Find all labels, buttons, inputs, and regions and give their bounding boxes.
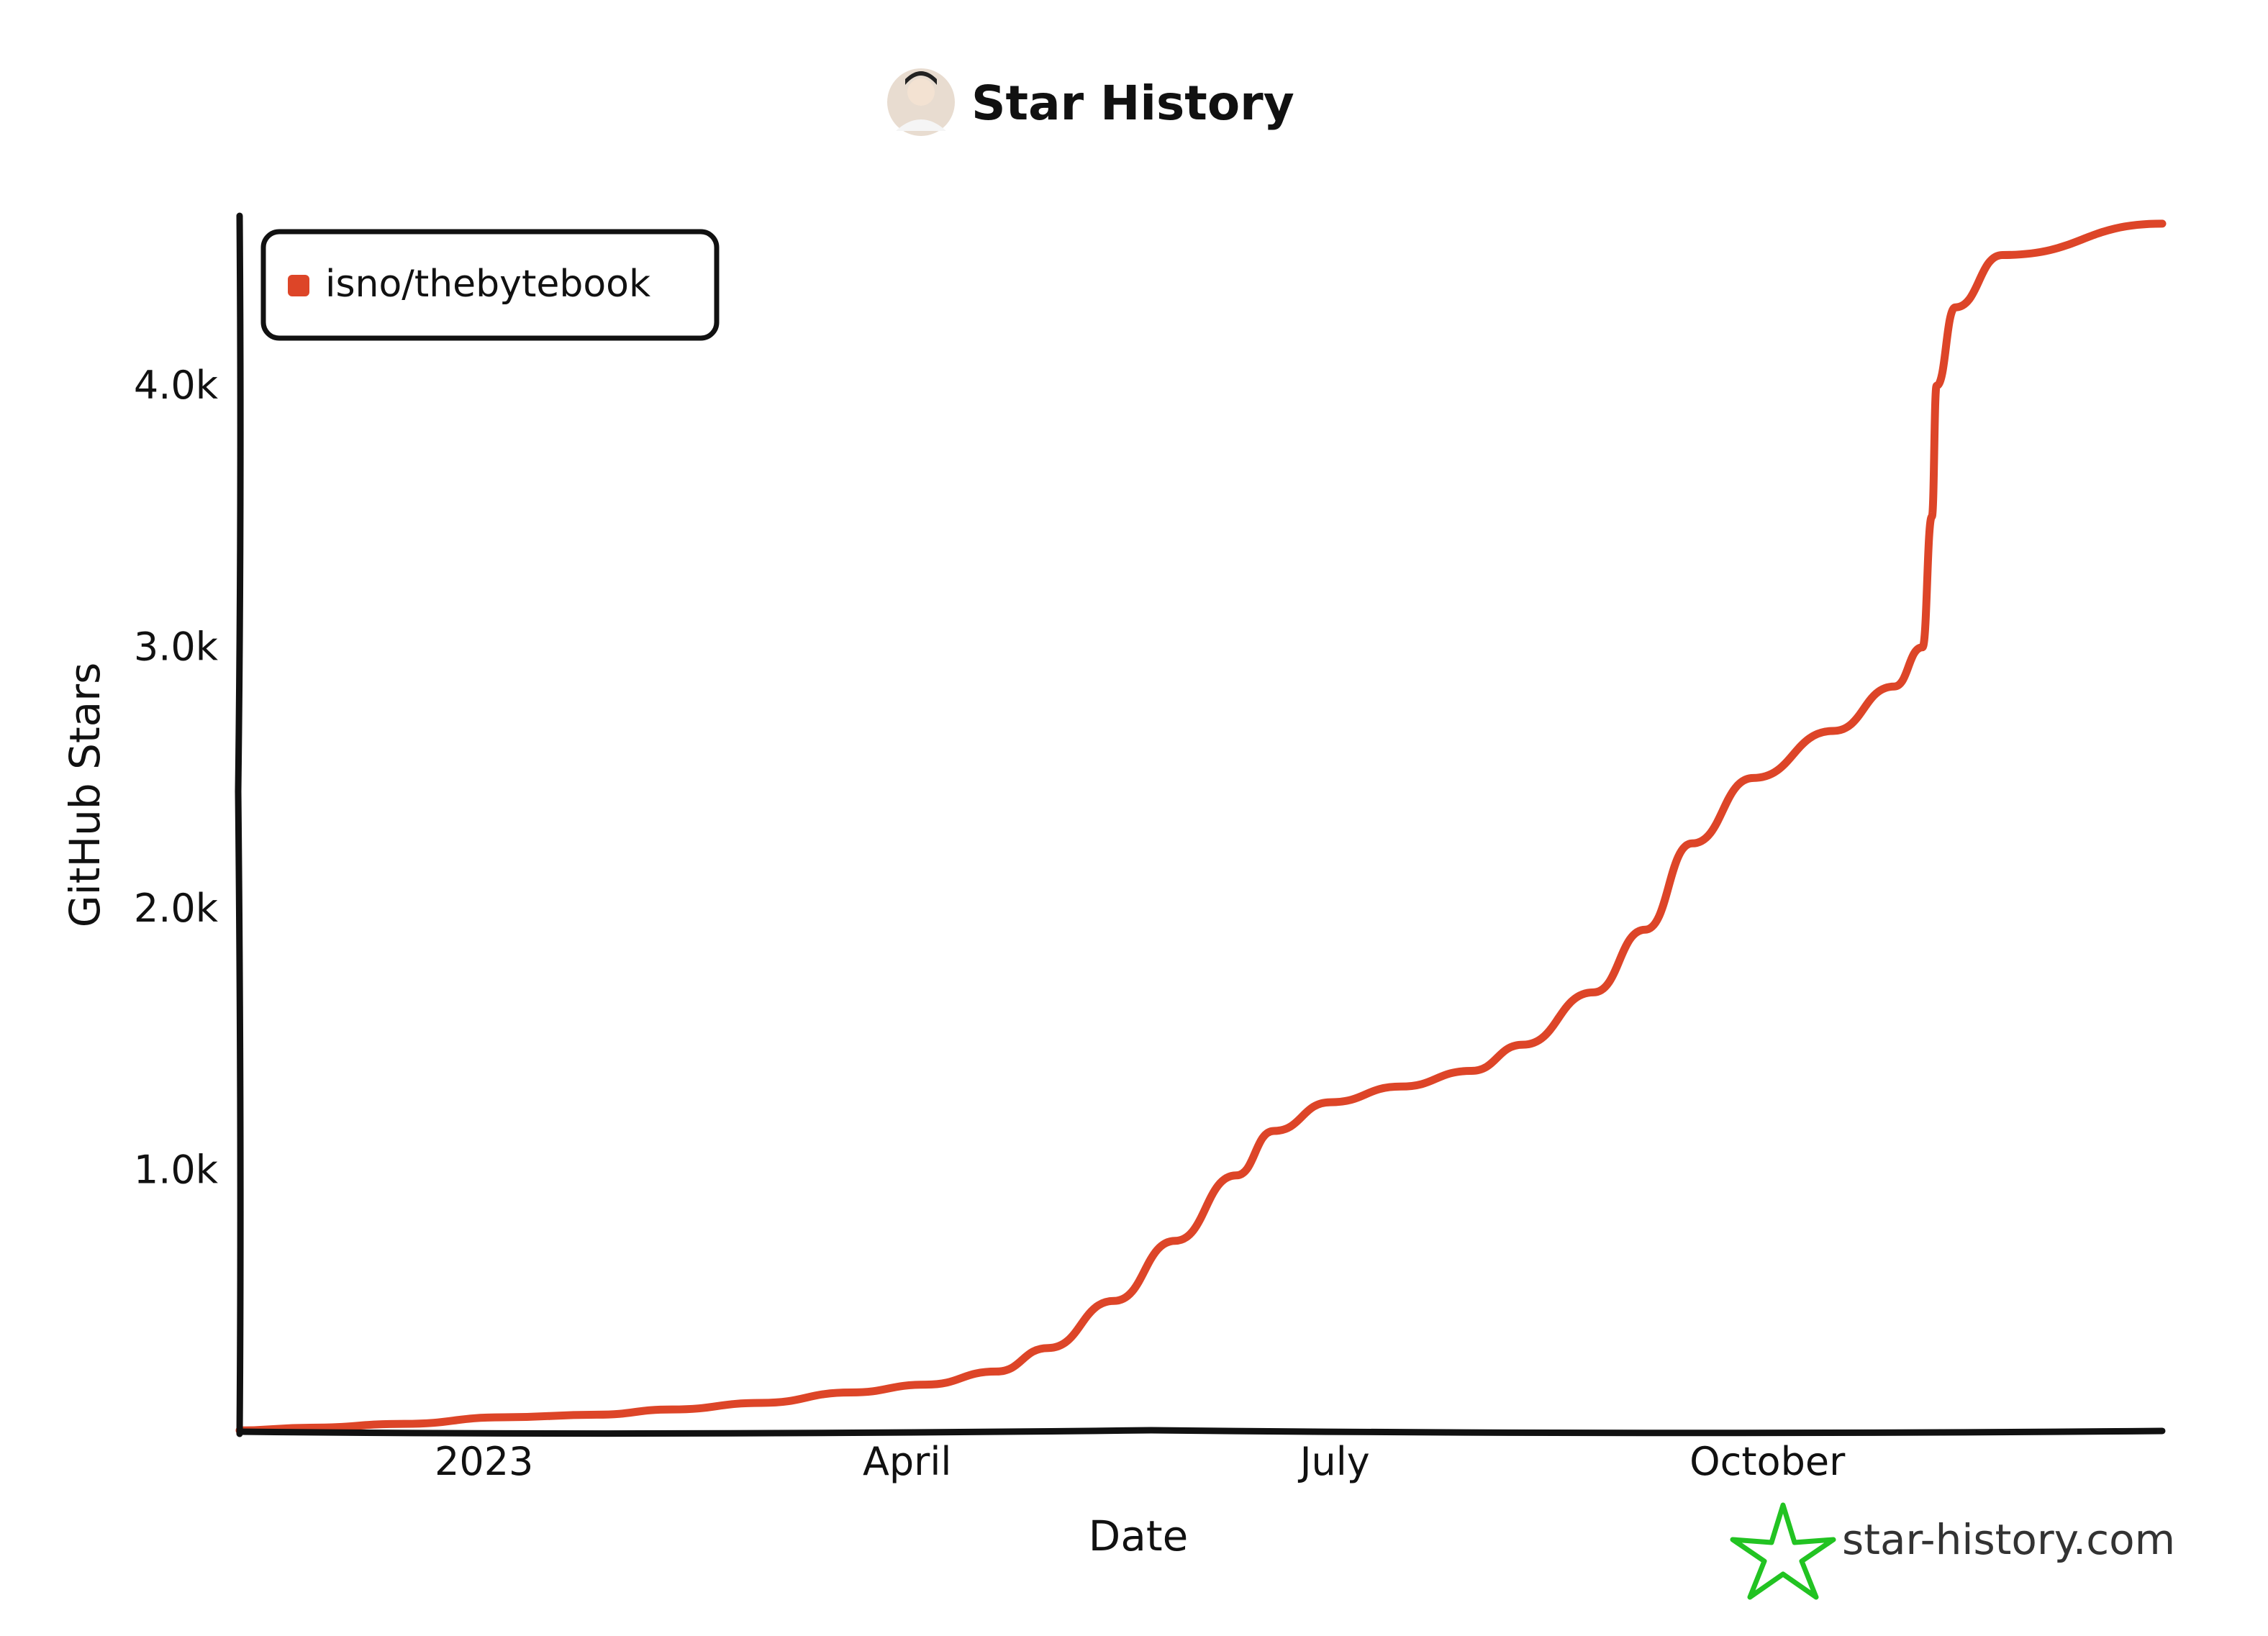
plot-area: 1.0k 2.0k 3.0k 4.0k 2023 April July October bbox=[134, 219, 2167, 1484]
y-tick-label: 2.0k bbox=[134, 886, 219, 931]
legend-swatch bbox=[288, 275, 309, 296]
y-tick-label: 3.0k bbox=[134, 624, 219, 670]
legend-box bbox=[260, 229, 720, 341]
y-tick-label: 1.0k bbox=[134, 1148, 219, 1193]
y-tick-label: 4.0k bbox=[134, 363, 219, 408]
x-tick-label: 2023 bbox=[435, 1439, 533, 1484]
legend: isno/thebytebook bbox=[260, 229, 720, 341]
x-tick-label: July bbox=[1298, 1439, 1370, 1484]
y-axis-line bbox=[235, 212, 244, 1437]
x-tick-label: April bbox=[863, 1439, 951, 1484]
star-icon bbox=[1730, 1502, 1836, 1600]
watermark-text: star-history.com bbox=[1842, 1515, 2175, 1564]
x-tick-label: October bbox=[1689, 1439, 1846, 1484]
user-avatar-icon bbox=[887, 68, 955, 136]
series-line-thebytebook bbox=[235, 219, 2167, 1435]
chart-title: Star History bbox=[971, 76, 1294, 131]
watermark: star-history.com bbox=[1730, 1502, 2175, 1600]
x-axis-label: Date bbox=[1089, 1512, 1189, 1560]
legend-entry-label: isno/thebytebook bbox=[325, 263, 650, 306]
y-axis-label: GitHub Stars bbox=[60, 663, 109, 928]
x-axis-line bbox=[236, 1427, 2166, 1437]
chart-header: Star History bbox=[887, 68, 1294, 136]
